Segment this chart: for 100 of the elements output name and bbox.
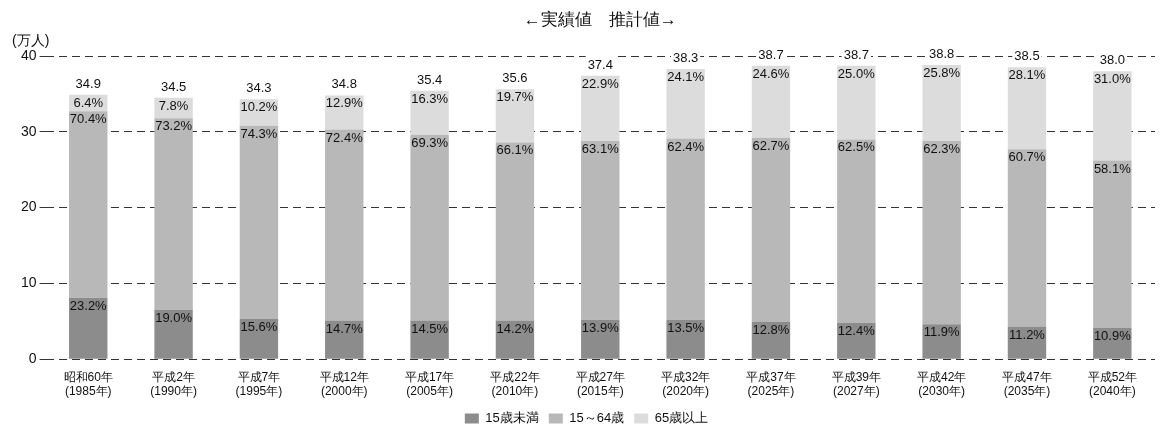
bar <box>581 140 620 320</box>
annotation: 12.9% <box>325 95 364 111</box>
annotation: 15.6% <box>240 319 278 335</box>
x-tick-label: 平成2年 (1990年) <box>150 369 197 399</box>
y-tick-label: 10 <box>20 274 37 291</box>
bar <box>495 142 535 321</box>
x-tick-label: 平成27年 (2015年) <box>575 369 625 399</box>
annotation: 19.7% <box>496 89 534 105</box>
annotation: 14.7% <box>325 320 364 336</box>
bar <box>1007 149 1047 327</box>
annotation: 11.2% <box>1009 326 1046 342</box>
annotation: 70.4% <box>69 111 108 127</box>
annotation: 62.5% <box>837 139 876 155</box>
total-label: 34.3 <box>246 80 272 96</box>
annotation: 14.2% <box>496 320 534 336</box>
annotation: 69.3% <box>411 134 449 150</box>
bar <box>666 138 705 320</box>
annotation: 12.8% <box>752 322 790 338</box>
text: ←実績値 推計値→ <box>523 10 677 30</box>
annotation: 25.0% <box>837 65 876 81</box>
y-tick-label: 0 <box>28 350 37 367</box>
bar <box>410 134 449 321</box>
legend-label: 15～64歳 <box>569 410 625 426</box>
annotation: 13.5% <box>667 319 705 335</box>
x-tick-label: 平成42年 (2030年) <box>916 369 967 399</box>
x-tick-label: 平成17年 (2005年) <box>404 369 455 399</box>
total-label: 34.8 <box>331 76 357 92</box>
annotation: 28.1% <box>1008 67 1046 83</box>
bar <box>1093 71 1132 161</box>
bar <box>69 111 108 298</box>
x-tick-label: 平成7年 (1995年) <box>235 369 283 399</box>
bar <box>410 90 449 135</box>
x-tick-label: 平成52年 (2040年) <box>1087 369 1138 399</box>
bar <box>751 137 791 323</box>
annotation: 62.4% <box>667 138 705 154</box>
bar <box>751 65 791 138</box>
annotation: 73.2% <box>155 118 193 134</box>
annotation: 72.4% <box>325 129 364 145</box>
annotation: 25.8% <box>923 65 961 81</box>
total-label: 38.7 <box>843 46 869 62</box>
annotation: 13.9% <box>581 319 620 335</box>
y-tick-label: 30 <box>20 122 37 139</box>
bar <box>837 65 876 140</box>
legend-label: 15歳未満 <box>485 410 539 426</box>
annotation: 31.0% <box>1093 71 1132 87</box>
annotation: 74.3% <box>240 125 278 141</box>
x-tick-label: 平成12年 (2000年) <box>319 369 369 399</box>
total-label: 34.5 <box>160 78 187 94</box>
y-tick-label: 20 <box>20 198 37 215</box>
total-label: 35.4 <box>416 71 443 87</box>
total-label: 37.4 <box>587 56 613 72</box>
annotation: 11.9% <box>923 324 961 340</box>
annotation: 6.4% <box>73 94 104 110</box>
x-tick-label: 平成37年 (2025年) <box>746 369 796 399</box>
bar <box>581 75 620 141</box>
total-label: 35.6 <box>502 70 528 86</box>
bar <box>154 118 193 310</box>
annotation: 62.3% <box>923 140 961 156</box>
y-tick-label: 40 <box>20 46 37 63</box>
annotation: 63.1% <box>581 140 620 156</box>
annotation: 62.7% <box>752 137 790 153</box>
total-label: 34.9 <box>75 75 101 91</box>
annotation: 7.8% <box>158 97 189 113</box>
bar <box>1093 160 1132 329</box>
annotation: 60.7% <box>1008 149 1046 165</box>
x-tick-label: 昭和60年 (1985年) <box>63 369 113 399</box>
legend-label: 65歳以上 <box>654 410 709 426</box>
total-label: 38.0 <box>1099 52 1125 68</box>
annotation: 23.2% <box>69 297 108 313</box>
bar <box>1007 67 1047 150</box>
y-axis-title: (万人) <box>12 31 50 48</box>
annotation: 58.1% <box>1093 160 1132 176</box>
bar <box>495 89 535 143</box>
annotation: 22.9% <box>581 75 620 91</box>
annotation: 16.3% <box>411 90 449 106</box>
annotation: 12.4% <box>837 322 876 338</box>
x-tick-label: 平成39年 (2027年) <box>831 369 881 399</box>
annotation: 24.1% <box>667 68 705 84</box>
total-label: 38.7 <box>758 46 784 62</box>
x-tick-label: 平成32年 (2020年) <box>660 369 711 399</box>
total-label: 38.5 <box>1014 48 1040 64</box>
annotation: 14.5% <box>411 320 449 336</box>
bar <box>837 139 876 323</box>
bar <box>666 68 705 139</box>
total-label: 38.8 <box>928 46 955 62</box>
annotation: 19.0% <box>155 310 193 326</box>
annotation: 66.1% <box>496 142 534 158</box>
bar <box>922 140 961 325</box>
bar <box>239 125 279 320</box>
bar <box>69 297 108 359</box>
annotation: 10.2% <box>240 99 278 115</box>
annotation: 24.6% <box>752 65 790 81</box>
x-tick-label: 平成47年 (2035年) <box>1002 369 1052 399</box>
bar <box>922 65 961 141</box>
bar <box>154 309 193 359</box>
bar <box>325 129 364 321</box>
x-tick-label: 平成22年 (2010年) <box>490 369 540 399</box>
bar <box>922 324 961 359</box>
annotation: 10.9% <box>1093 328 1132 344</box>
total-label: 38.3 <box>672 49 699 65</box>
